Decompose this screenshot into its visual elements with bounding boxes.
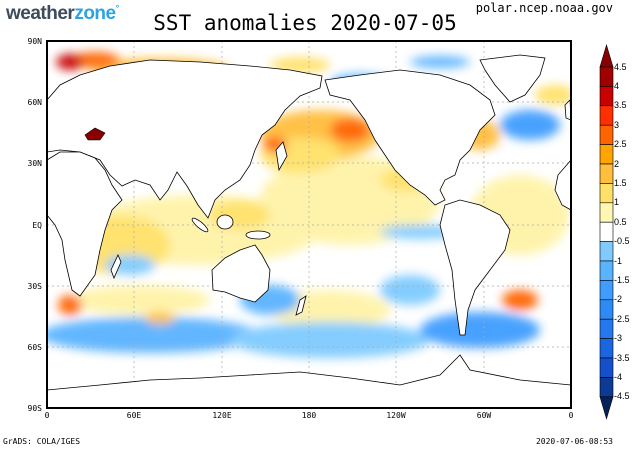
- colorbar-band: [599, 202, 614, 223]
- colorbar-band: [599, 260, 614, 281]
- africa: [47, 151, 123, 297]
- colorbar-band: [599, 86, 614, 107]
- lat-label: 60N: [27, 98, 42, 107]
- weatherzone-logo[interactable]: weatherzone°: [6, 3, 119, 25]
- colorbar-label: -0.5: [614, 236, 630, 247]
- colorbar-band: [599, 163, 614, 184]
- colorbar-label: 1: [614, 197, 620, 208]
- land-masses: [47, 54, 571, 408]
- lon-label: 60W: [476, 411, 492, 420]
- colorbar-label: -3: [614, 333, 623, 344]
- lat-label: EQ: [32, 221, 42, 230]
- colorbar-label: 4: [614, 80, 620, 91]
- colorbar-label: -1: [614, 255, 623, 266]
- colorbar: [599, 43, 614, 420]
- colorbar-band: [599, 318, 614, 339]
- lat-label: 90N: [27, 37, 42, 46]
- lon-label: 0: [568, 411, 574, 420]
- footer-timestamp: 2020-07-06-08:53: [535, 437, 613, 446]
- africa-west: [554, 159, 571, 211]
- logo-text-zone: zone: [74, 3, 116, 24]
- footer-credit: GrADS: COLA/IGES: [3, 437, 81, 446]
- colorbar-arrow-low: [599, 396, 614, 420]
- lon-label: 60E: [126, 411, 142, 420]
- colorbar-band: [599, 105, 614, 126]
- anomaly-field: [47, 41, 571, 408]
- south-america: [439, 199, 511, 336]
- colorbar-label: -4: [614, 371, 623, 382]
- lat-label: 60S: [27, 343, 42, 352]
- black-sea-anomaly: [84, 127, 106, 141]
- colorbar-label: 0.5: [614, 216, 627, 227]
- lat-label: 90S: [27, 404, 42, 413]
- colorbar-label: -2.5: [614, 313, 630, 324]
- borneo: [216, 214, 234, 230]
- colorbar-label: -2: [614, 294, 623, 305]
- colorbar-band: [599, 377, 614, 398]
- colorbar-band: [599, 183, 614, 204]
- colorbar-label: -4.5: [614, 391, 630, 402]
- colorbar-label: 4.5: [614, 61, 627, 72]
- north-america: [324, 69, 496, 206]
- sumatra: [191, 217, 209, 233]
- colorbar-band: [599, 338, 614, 359]
- colorbar-label: 1.5: [614, 177, 627, 188]
- colorbar-label: 2.5: [614, 139, 627, 150]
- map-title: SST anomalies 2020-07-05: [153, 11, 457, 35]
- new-guinea: [245, 230, 271, 240]
- japan: [275, 141, 288, 172]
- colorbar-band: [599, 124, 614, 145]
- colorbar-arrow-high: [599, 43, 614, 68]
- lon-label: 120W: [386, 411, 406, 420]
- eurasia: [47, 59, 323, 219]
- colorbar-band: [599, 66, 614, 87]
- colorbar-label: 2: [614, 158, 620, 169]
- colorbar-band: [599, 299, 614, 320]
- colorbar-label: -1.5: [614, 274, 630, 285]
- colorbar-label: -3.5: [614, 352, 630, 363]
- colorbar-band: [599, 221, 614, 242]
- logo-mark: °: [115, 3, 120, 13]
- colorbar-band: [599, 144, 614, 165]
- map-frame: [46, 40, 572, 409]
- colorbar-band: [599, 357, 614, 378]
- lon-label: 180: [301, 411, 317, 420]
- lon-label: 0: [44, 411, 50, 420]
- lat-label: 30N: [27, 159, 42, 168]
- source-label: polar.ncep.noaa.gov: [475, 1, 613, 15]
- colorbar-label: 3: [614, 119, 620, 130]
- new-zealand: [295, 295, 307, 316]
- madagascar: [110, 254, 122, 280]
- lat-label: 30S: [27, 282, 42, 291]
- lon-label: 120E: [212, 411, 232, 420]
- logo-text-weather: weather: [6, 3, 75, 24]
- australia: [211, 244, 271, 303]
- colorbar-band: [599, 241, 614, 262]
- antarctica: [47, 354, 571, 408]
- colorbar-band: [599, 280, 614, 301]
- uk: [564, 99, 571, 121]
- colorbar-label: 3.5: [614, 100, 627, 111]
- greenland: [479, 54, 546, 103]
